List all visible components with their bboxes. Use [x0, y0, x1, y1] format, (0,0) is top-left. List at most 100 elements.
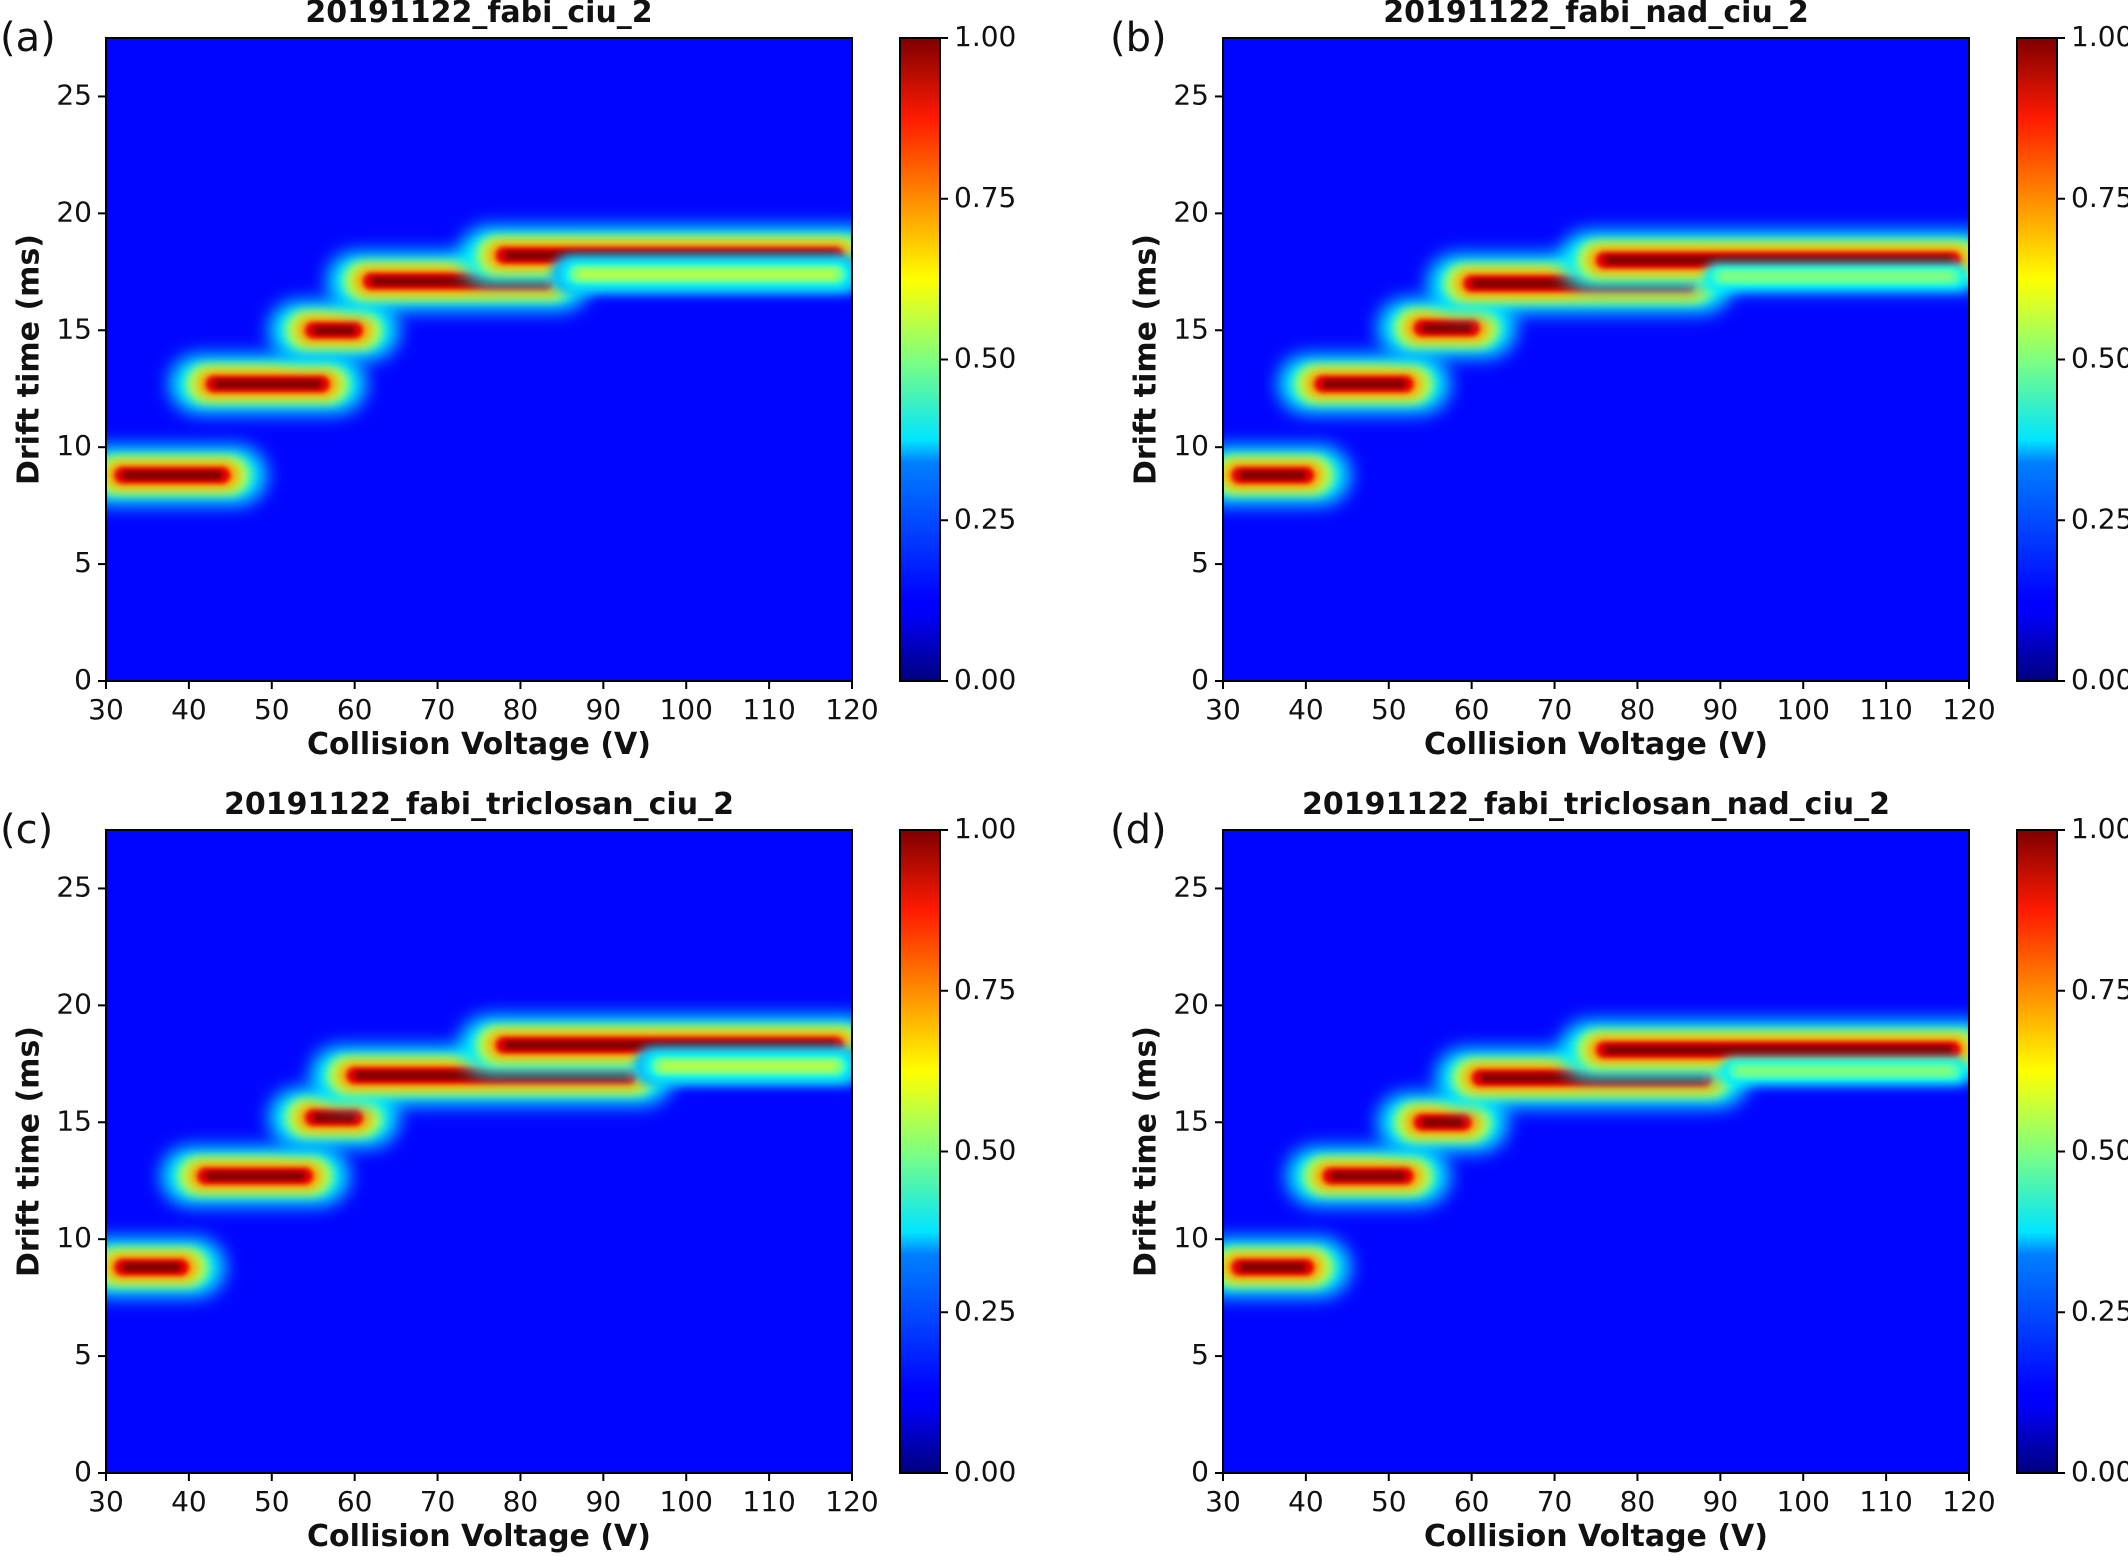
heatmap-feature — [1223, 446, 1351, 505]
x-tick-label: 30 — [1205, 693, 1241, 726]
y-tick-label: 0 — [74, 663, 92, 696]
x-tick-label: 80 — [1620, 693, 1656, 726]
y-tick-label: 15 — [56, 312, 92, 345]
x-axis-label: Collision Voltage (V) — [307, 1519, 651, 1554]
heatmap — [106, 1015, 852, 1297]
colorbar — [2016, 37, 2058, 682]
plot-frame — [105, 829, 853, 1474]
panel-title: 20191122_fabi_triclosan_nad_ciu_2 — [1302, 787, 1890, 822]
colorbar-tick-label: 0.00 — [954, 1455, 1016, 1488]
x-tick-label: 100 — [659, 693, 712, 726]
x-tick-label: 90 — [586, 1485, 622, 1518]
y-tick-label: 10 — [1173, 1221, 1209, 1254]
y-tick-label: 10 — [1173, 429, 1209, 462]
x-tick-label: 90 — [1703, 693, 1739, 726]
colorbar-tick-label: 0.25 — [2071, 502, 2128, 535]
x-tick-label: 110 — [742, 1485, 795, 1518]
heatmap-band — [1421, 1118, 1464, 1127]
x-tick-label: 100 — [659, 1485, 712, 1518]
colorbar-tick-label: 0.25 — [954, 502, 1016, 535]
x-tick-label: 70 — [420, 693, 456, 726]
y-tick-label: 15 — [56, 1104, 92, 1137]
y-tick-label: 5 — [74, 1338, 92, 1371]
x-tick-label: 30 — [88, 1485, 124, 1518]
heatmap-feature — [1286, 1146, 1450, 1206]
heatmap-feature — [1223, 1238, 1351, 1297]
x-tick-label: 40 — [1288, 1485, 1324, 1518]
x-axis-label: Collision Voltage (V) — [307, 727, 651, 762]
panel-b: (b)20191122_fabi_nad_ciu_230 40 50 60 70 80 90… — [1110, 0, 2128, 762]
x-tick-label: 80 — [503, 1485, 539, 1518]
heatmap-feature — [269, 1088, 399, 1147]
heatmap — [106, 226, 852, 505]
heatmap-band — [1330, 1171, 1406, 1181]
heatmap-band — [213, 379, 322, 389]
y-tick-label: 25 — [1173, 870, 1209, 903]
colorbar-tick-label: 0.75 — [2071, 181, 2128, 214]
heatmap — [1223, 1020, 1969, 1297]
heatmap-feature — [1377, 298, 1516, 358]
y-tick-label: 20 — [1173, 195, 1209, 228]
x-tick-label: 70 — [420, 1485, 456, 1518]
heatmap-feature — [161, 1146, 350, 1206]
x-tick-label: 120 — [825, 1485, 878, 1518]
colorbar — [899, 37, 941, 682]
x-tick-label: 40 — [171, 1485, 207, 1518]
heatmap-feature — [106, 446, 267, 505]
y-tick-label: 0 — [74, 1455, 92, 1488]
heatmap-feature — [1278, 354, 1450, 414]
x-axis-label: Collision Voltage (V) — [1424, 1519, 1768, 1554]
heatmap-band — [313, 1113, 355, 1122]
x-tick-label: 60 — [337, 1485, 373, 1518]
y-tick-label: 20 — [56, 987, 92, 1020]
x-tick-label: 80 — [1620, 1485, 1656, 1518]
colorbar-tick-label: 0.75 — [2071, 973, 2128, 1006]
x-tick-label: 90 — [1703, 1485, 1739, 1518]
heatmap-band — [1239, 1263, 1306, 1272]
x-tick-label: 50 — [1371, 693, 1407, 726]
y-tick-label: 25 — [56, 78, 92, 111]
panel-d: (d) 20191122_fabi_triclosan_nad_ciu_2 30 40… — [1110, 787, 2128, 1554]
colorbar-tick-label: 1.00 — [954, 20, 1016, 53]
panel-title: 20191122_fabi_triclosan_ciu_2 — [224, 787, 734, 822]
y-axis-label: Drift time (ms) — [12, 1026, 47, 1277]
heatmap — [1223, 230, 1969, 505]
x-tick-label: 70 — [1537, 693, 1573, 726]
y-axis-label: Drift time (ms) — [1129, 1026, 1164, 1277]
y-tick-label: 10 — [56, 1221, 92, 1254]
x-tick-label: 100 — [1776, 693, 1829, 726]
colorbar-tick-label: 0.50 — [954, 342, 1016, 375]
y-tick-label: 15 — [1173, 1104, 1209, 1137]
x-tick-label: 40 — [171, 693, 207, 726]
heatmap-band — [205, 1171, 305, 1181]
x-axis-label: Collision Voltage (V) — [1424, 727, 1768, 762]
colorbar-tick-label: 0.25 — [954, 1294, 1016, 1327]
x-tick-label: 60 — [1454, 1485, 1490, 1518]
y-tick-label: 15 — [1173, 312, 1209, 345]
colorbar-tick-label: 1.00 — [2071, 812, 2128, 845]
x-tick-label: 60 — [337, 693, 373, 726]
colorbar-tick-label: 0.75 — [954, 181, 1016, 214]
heatmap-band — [1604, 1045, 1953, 1054]
heatmap-band — [1322, 379, 1406, 389]
x-tick-label: 100 — [1776, 1485, 1829, 1518]
heatmap-band — [578, 269, 836, 279]
heatmap-feature — [169, 354, 366, 414]
panel-title: 20191122_fabi_nad_ciu_2 — [1383, 0, 1808, 30]
heatmap-band — [1736, 1066, 1953, 1076]
x-tick-label: 40 — [1288, 693, 1324, 726]
y-tick-label: 5 — [1191, 1338, 1209, 1371]
x-tick-label: 110 — [742, 693, 795, 726]
panel-a: (a)20191122_fabi_ciu_230 40 50 60 70 80 90 100 1… — [0, 0, 1016, 762]
panel-label: (b) — [1110, 15, 1167, 61]
y-tick-label: 0 — [1191, 1455, 1209, 1488]
heatmap-feature — [269, 301, 399, 360]
y-tick-label: 25 — [56, 870, 92, 903]
colorbar-tick-label: 0.00 — [2071, 663, 2128, 696]
panel-c: (c)20191122_fabi_triclosan_ciu_230 40 50 60… — [0, 787, 1016, 1554]
x-tick-label: 80 — [503, 693, 539, 726]
heatmap-band — [1720, 272, 1953, 281]
x-tick-label: 120 — [1942, 693, 1995, 726]
x-tick-label: 110 — [1859, 693, 1912, 726]
colorbar-tick-label: 1.00 — [2071, 20, 2128, 53]
